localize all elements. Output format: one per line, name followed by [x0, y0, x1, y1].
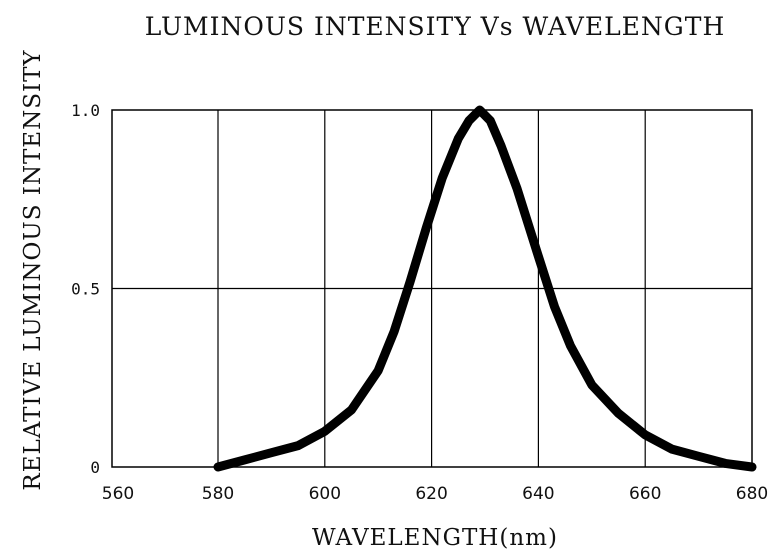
x-tick-label: 580	[202, 484, 234, 504]
series-line	[213, 105, 757, 472]
x-tick-label: 620	[415, 484, 447, 504]
x-tick-label: 640	[522, 484, 554, 504]
x-tick-label: 660	[629, 484, 661, 504]
x-tick-label: 680	[736, 484, 768, 504]
y-tick-label: 0.5	[71, 280, 100, 299]
x-axis-label: WAVELENGTH(nm)	[312, 525, 558, 551]
x-tick-label: 600	[309, 484, 341, 504]
y-tick-label: 0	[90, 458, 100, 477]
x-tick-label: 560	[102, 484, 134, 504]
y-tick-label: 1.0	[71, 101, 100, 120]
plot-area: 560 580 600 620 640 660 680 0 0.5 1.0	[71, 101, 768, 504]
chart-title: LUMINOUS INTENSITY Vs WAVELENGTH	[145, 12, 726, 41]
y-axis-label: RELATIVE LUMINOUS INTENSITY	[20, 49, 46, 490]
